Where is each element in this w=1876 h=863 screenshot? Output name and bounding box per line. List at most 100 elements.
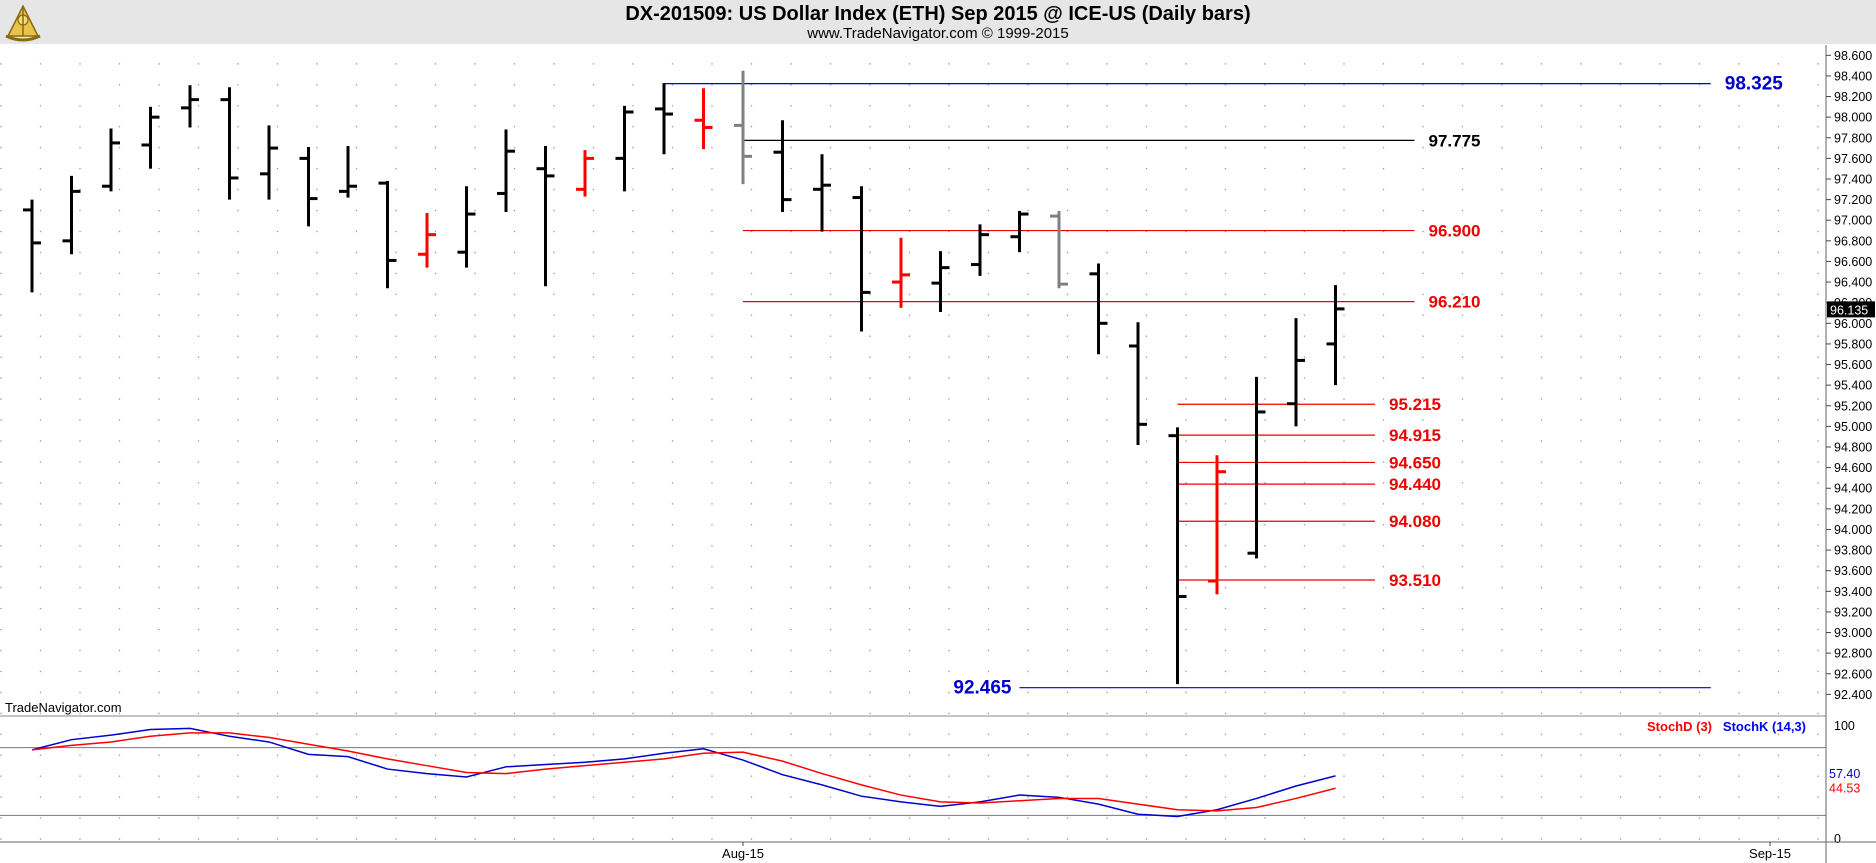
y-tick-label: 96.800 xyxy=(1834,234,1872,248)
y-tick-label: 98.200 xyxy=(1834,90,1872,104)
title-bar: DX-201509: US Dollar Index (ETH) Sep 201… xyxy=(0,0,1876,44)
y-tick-label: 92.600 xyxy=(1834,667,1872,681)
ohlc-bar xyxy=(694,88,713,150)
y-tick-label: 95.800 xyxy=(1834,337,1872,351)
ohlc-bar xyxy=(892,237,910,308)
y-tick-label: 93.400 xyxy=(1834,585,1872,599)
y-tick-label: 95.200 xyxy=(1834,399,1872,413)
y-tick-label: 92.800 xyxy=(1834,647,1872,661)
ohlc-bar xyxy=(1168,427,1187,685)
y-tick-label: 94.000 xyxy=(1834,523,1872,537)
stoch-line-k xyxy=(31,727,1336,818)
y-tick-label: 96.400 xyxy=(1834,276,1872,290)
y-tick-label: 97.800 xyxy=(1834,131,1872,145)
y-tick-label: 93.200 xyxy=(1834,605,1872,619)
y-tick-label: 97.600 xyxy=(1834,152,1872,166)
ohlc-bar xyxy=(457,186,476,268)
price-grid xyxy=(0,45,1826,715)
ohlc-bar xyxy=(971,224,989,276)
last-price-tag xyxy=(1827,301,1875,318)
level-label: 97.775 xyxy=(1429,131,1481,150)
y-tick-label: 94.800 xyxy=(1834,441,1872,455)
last-price-label: 96.135 xyxy=(1830,303,1868,317)
y-tick-label: 93.000 xyxy=(1834,626,1872,640)
ohlc-bar xyxy=(576,150,594,197)
price-pane: 92.400 92.600 92.800 93.000 93.200 93.400 93.6… xyxy=(0,45,1875,863)
y-tick-label: 98.600 xyxy=(1834,49,1872,63)
y-tick-label: 95.400 xyxy=(1834,379,1872,393)
y-tick-label: 93.600 xyxy=(1834,564,1872,578)
stoch-last-label: 57.40 xyxy=(1829,767,1860,781)
chart-subtitle: www.TradeNavigator.com © 1999-2015 xyxy=(807,25,1069,42)
ohlc-bar xyxy=(1326,285,1345,386)
stoch-y-tick-label: 100 xyxy=(1834,719,1855,733)
ohlc-bar xyxy=(773,120,792,212)
level-label: 95.215 xyxy=(1389,395,1441,414)
stoch-last-tag xyxy=(1827,765,1875,781)
stochastic-grid xyxy=(0,717,1826,842)
x-tick-label: Sep-15 xyxy=(1749,846,1791,861)
stoch-last-tag xyxy=(1827,779,1875,795)
y-tick-label: 95.000 xyxy=(1834,420,1872,434)
watermark-text: TradeNavigator.com xyxy=(5,700,122,715)
ohlc-bar xyxy=(260,125,278,200)
y-tick-label: 95.600 xyxy=(1834,358,1872,372)
ohlc-bar xyxy=(181,85,199,128)
ohlc-bar xyxy=(299,147,318,227)
ohlc-bar xyxy=(102,128,120,192)
y-tick-label: 98.400 xyxy=(1834,69,1872,83)
legend-stochd: StochD (3) xyxy=(1647,719,1712,734)
ohlc-bar xyxy=(62,175,81,255)
ohlc-bar xyxy=(1089,263,1108,355)
chart-title: DX-201509: US Dollar Index (ETH) Sep 201… xyxy=(625,3,1251,25)
y-tick-label: 98.000 xyxy=(1834,111,1872,125)
x-tick-label: Aug-15 xyxy=(722,846,764,861)
level-label: 93.510 xyxy=(1389,571,1441,590)
ohlc-bar xyxy=(1129,322,1147,445)
sextant-logo-icon xyxy=(5,4,41,42)
ohlc-bar xyxy=(852,186,871,332)
stoch-line-d xyxy=(31,732,1336,812)
ohlc-bar xyxy=(23,199,41,293)
x-axis: Aug-15 Sep-15 xyxy=(0,841,1876,861)
ohlc-bar xyxy=(655,83,673,155)
ohlc-bar xyxy=(220,87,239,200)
y-tick-label: 97.200 xyxy=(1834,193,1872,207)
level-label: 96.900 xyxy=(1429,222,1481,241)
y-tick-label: 96.000 xyxy=(1834,317,1872,331)
y-tick-label: 97.000 xyxy=(1834,214,1872,228)
y-tick-label: 97.400 xyxy=(1834,173,1872,187)
stoch-last-label: 44.53 xyxy=(1829,782,1860,796)
ohlc-bar xyxy=(339,146,357,198)
ohlc-bar xyxy=(418,213,436,268)
ohlc-bar xyxy=(1247,376,1266,559)
ohlc-bar xyxy=(378,181,397,289)
ohlc-bar xyxy=(536,146,555,287)
y-tick-label: 92.400 xyxy=(1834,688,1872,702)
ohlc-bar xyxy=(497,129,515,212)
ohlc-bar xyxy=(1208,455,1226,595)
ohlc-bar xyxy=(734,70,752,185)
ohlc-bar xyxy=(141,106,160,169)
y-tick-label: 94.200 xyxy=(1834,502,1872,516)
stoch-y-tick-label: 0 xyxy=(1834,832,1841,846)
y-tick-label: 94.400 xyxy=(1834,482,1872,496)
level-label: 94.650 xyxy=(1389,453,1441,472)
ohlc-bar xyxy=(813,154,831,232)
y-tick-label: 96.600 xyxy=(1834,255,1872,269)
ohlc-bar xyxy=(931,251,950,312)
y-tick-label: 93.800 xyxy=(1834,544,1872,558)
level-label: 94.080 xyxy=(1389,512,1441,531)
y-tick-label: 94.600 xyxy=(1834,461,1872,475)
level-label: 92.465 xyxy=(953,678,1012,699)
ohlc-bar xyxy=(1050,210,1068,289)
ohlc-bar xyxy=(1287,318,1305,427)
level-label: 98.325 xyxy=(1725,74,1784,95)
ohlc-bar xyxy=(1010,210,1029,253)
level-label: 96.210 xyxy=(1429,293,1481,312)
level-label: 94.915 xyxy=(1389,426,1441,445)
legend-stochk: StochK (14,3) xyxy=(1723,719,1806,734)
